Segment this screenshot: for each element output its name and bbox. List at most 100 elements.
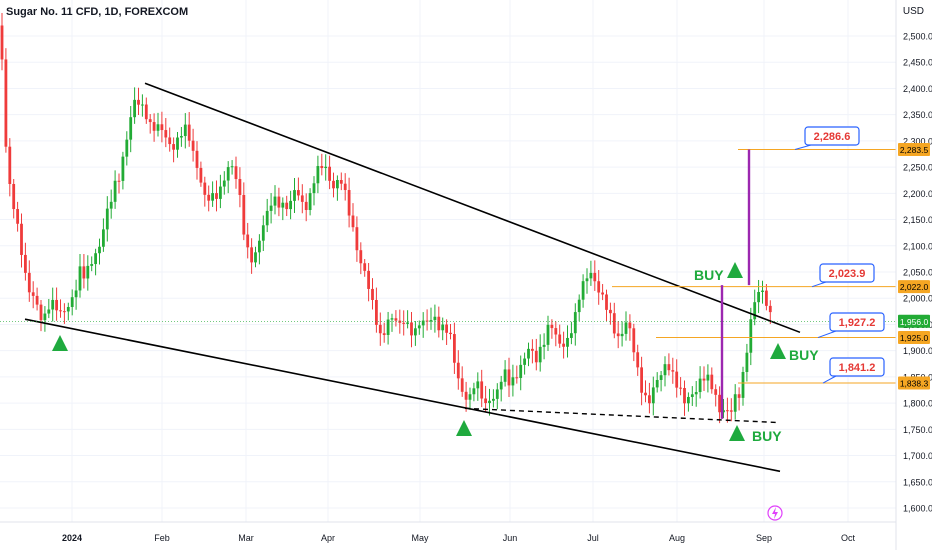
price-tick-label: 1,900.0 <box>903 346 932 356</box>
candle-body <box>402 322 406 324</box>
candle-body <box>655 379 659 388</box>
candle-body <box>24 254 27 273</box>
candle-body <box>336 180 339 189</box>
candle-body <box>117 180 121 182</box>
candle-body <box>273 196 277 206</box>
buy-arrow-icon <box>729 425 745 441</box>
candle-body <box>152 122 156 131</box>
candle-body <box>176 137 179 150</box>
buy-arrow-icon <box>727 262 743 278</box>
candle-body <box>324 166 328 169</box>
time-tick-label: 2024 <box>62 533 82 543</box>
candle-body <box>768 305 772 313</box>
price-level-tag <box>898 331 930 345</box>
candle-body <box>20 223 23 255</box>
candle-body <box>160 124 164 131</box>
candle-body <box>394 318 398 321</box>
candle-body <box>757 291 760 303</box>
candle-body <box>417 325 421 329</box>
candle-body <box>211 193 214 201</box>
candle-body <box>293 190 296 201</box>
candle-body <box>609 309 612 314</box>
price-tick-label: 1,650.0 <box>903 477 932 487</box>
candle-body <box>605 294 608 310</box>
candle-body <box>254 252 257 263</box>
candle-body <box>304 201 308 210</box>
candle-body <box>729 410 733 412</box>
candle-body <box>410 322 413 336</box>
candle-body <box>203 182 207 195</box>
time-axis[interactable]: 2024 Feb Mar Apr May Jun Jul Aug Sep Oct <box>0 521 896 543</box>
candle-body <box>698 378 702 393</box>
candle-body <box>207 194 211 201</box>
candle-body <box>718 394 721 413</box>
candle-body <box>690 394 694 397</box>
support-dashed-line <box>464 407 779 424</box>
buy-arrow-icon <box>770 343 786 359</box>
candle-body <box>534 350 538 363</box>
candle-body <box>644 392 647 396</box>
callout-pointer <box>811 281 827 288</box>
candle-body <box>31 292 35 296</box>
candle-body <box>261 225 265 241</box>
currency-label: USD <box>902 6 924 17</box>
candle-body <box>503 369 507 382</box>
candle-body <box>495 389 499 399</box>
callout-pointer <box>817 330 837 339</box>
candle-body <box>659 375 663 380</box>
candle-body <box>683 388 686 404</box>
candle-body <box>246 234 250 248</box>
candle-body <box>726 410 729 412</box>
candle-body <box>476 381 480 389</box>
candle-body <box>355 227 359 251</box>
lower-trendline <box>24 318 781 473</box>
candle-body <box>219 186 222 199</box>
candle-body <box>195 150 199 168</box>
candle-body <box>667 364 671 371</box>
candle-body <box>332 180 335 189</box>
callout-value: 1,927.2 <box>839 317 876 329</box>
candle-body <box>741 371 745 398</box>
price-level-tag-text: 2,022.0 <box>900 282 929 292</box>
candle-body <box>63 311 66 313</box>
candle-body <box>468 394 472 400</box>
candle-body <box>597 281 601 293</box>
candle-body <box>312 183 316 194</box>
candle-body <box>499 381 503 390</box>
candle-body <box>675 371 679 388</box>
candle-body <box>531 348 534 351</box>
price-tick-label: 1,750.0 <box>903 425 932 435</box>
candle-body <box>183 124 187 137</box>
candle-body <box>687 396 690 404</box>
candle-body <box>343 183 347 191</box>
candle-body <box>671 370 675 372</box>
candle-body <box>616 333 620 337</box>
candle-body <box>472 388 476 395</box>
candle-body <box>651 387 655 404</box>
candle-body <box>51 299 55 310</box>
buy-arrow-icon <box>52 335 68 351</box>
price-level-tag-text: 1,925.0 <box>900 333 929 343</box>
candle-body <box>745 352 749 372</box>
candle-body <box>628 322 632 329</box>
candle-body <box>640 367 643 393</box>
candle-body <box>612 313 616 334</box>
candle-body <box>285 202 289 210</box>
candle-body <box>733 394 737 412</box>
callout-pointer <box>794 144 812 151</box>
price-level-tag-text: 1,838.3 <box>900 379 929 389</box>
candle-body <box>492 398 495 401</box>
candle-body <box>222 180 226 187</box>
time-tick-label: Sep <box>756 533 772 543</box>
candle-body <box>562 343 565 347</box>
candle-body <box>277 196 281 208</box>
price-axis[interactable]: 2,500.0 2,450.0 2,400.0 2,350.0 2,300.0 2,250… <box>895 0 932 550</box>
candle-body <box>433 316 437 321</box>
candle-body <box>570 333 573 338</box>
candle-body <box>66 306 70 312</box>
candle-body <box>737 394 741 398</box>
candle-body <box>230 166 234 168</box>
candle-body <box>550 324 554 329</box>
candle-body <box>581 281 585 300</box>
